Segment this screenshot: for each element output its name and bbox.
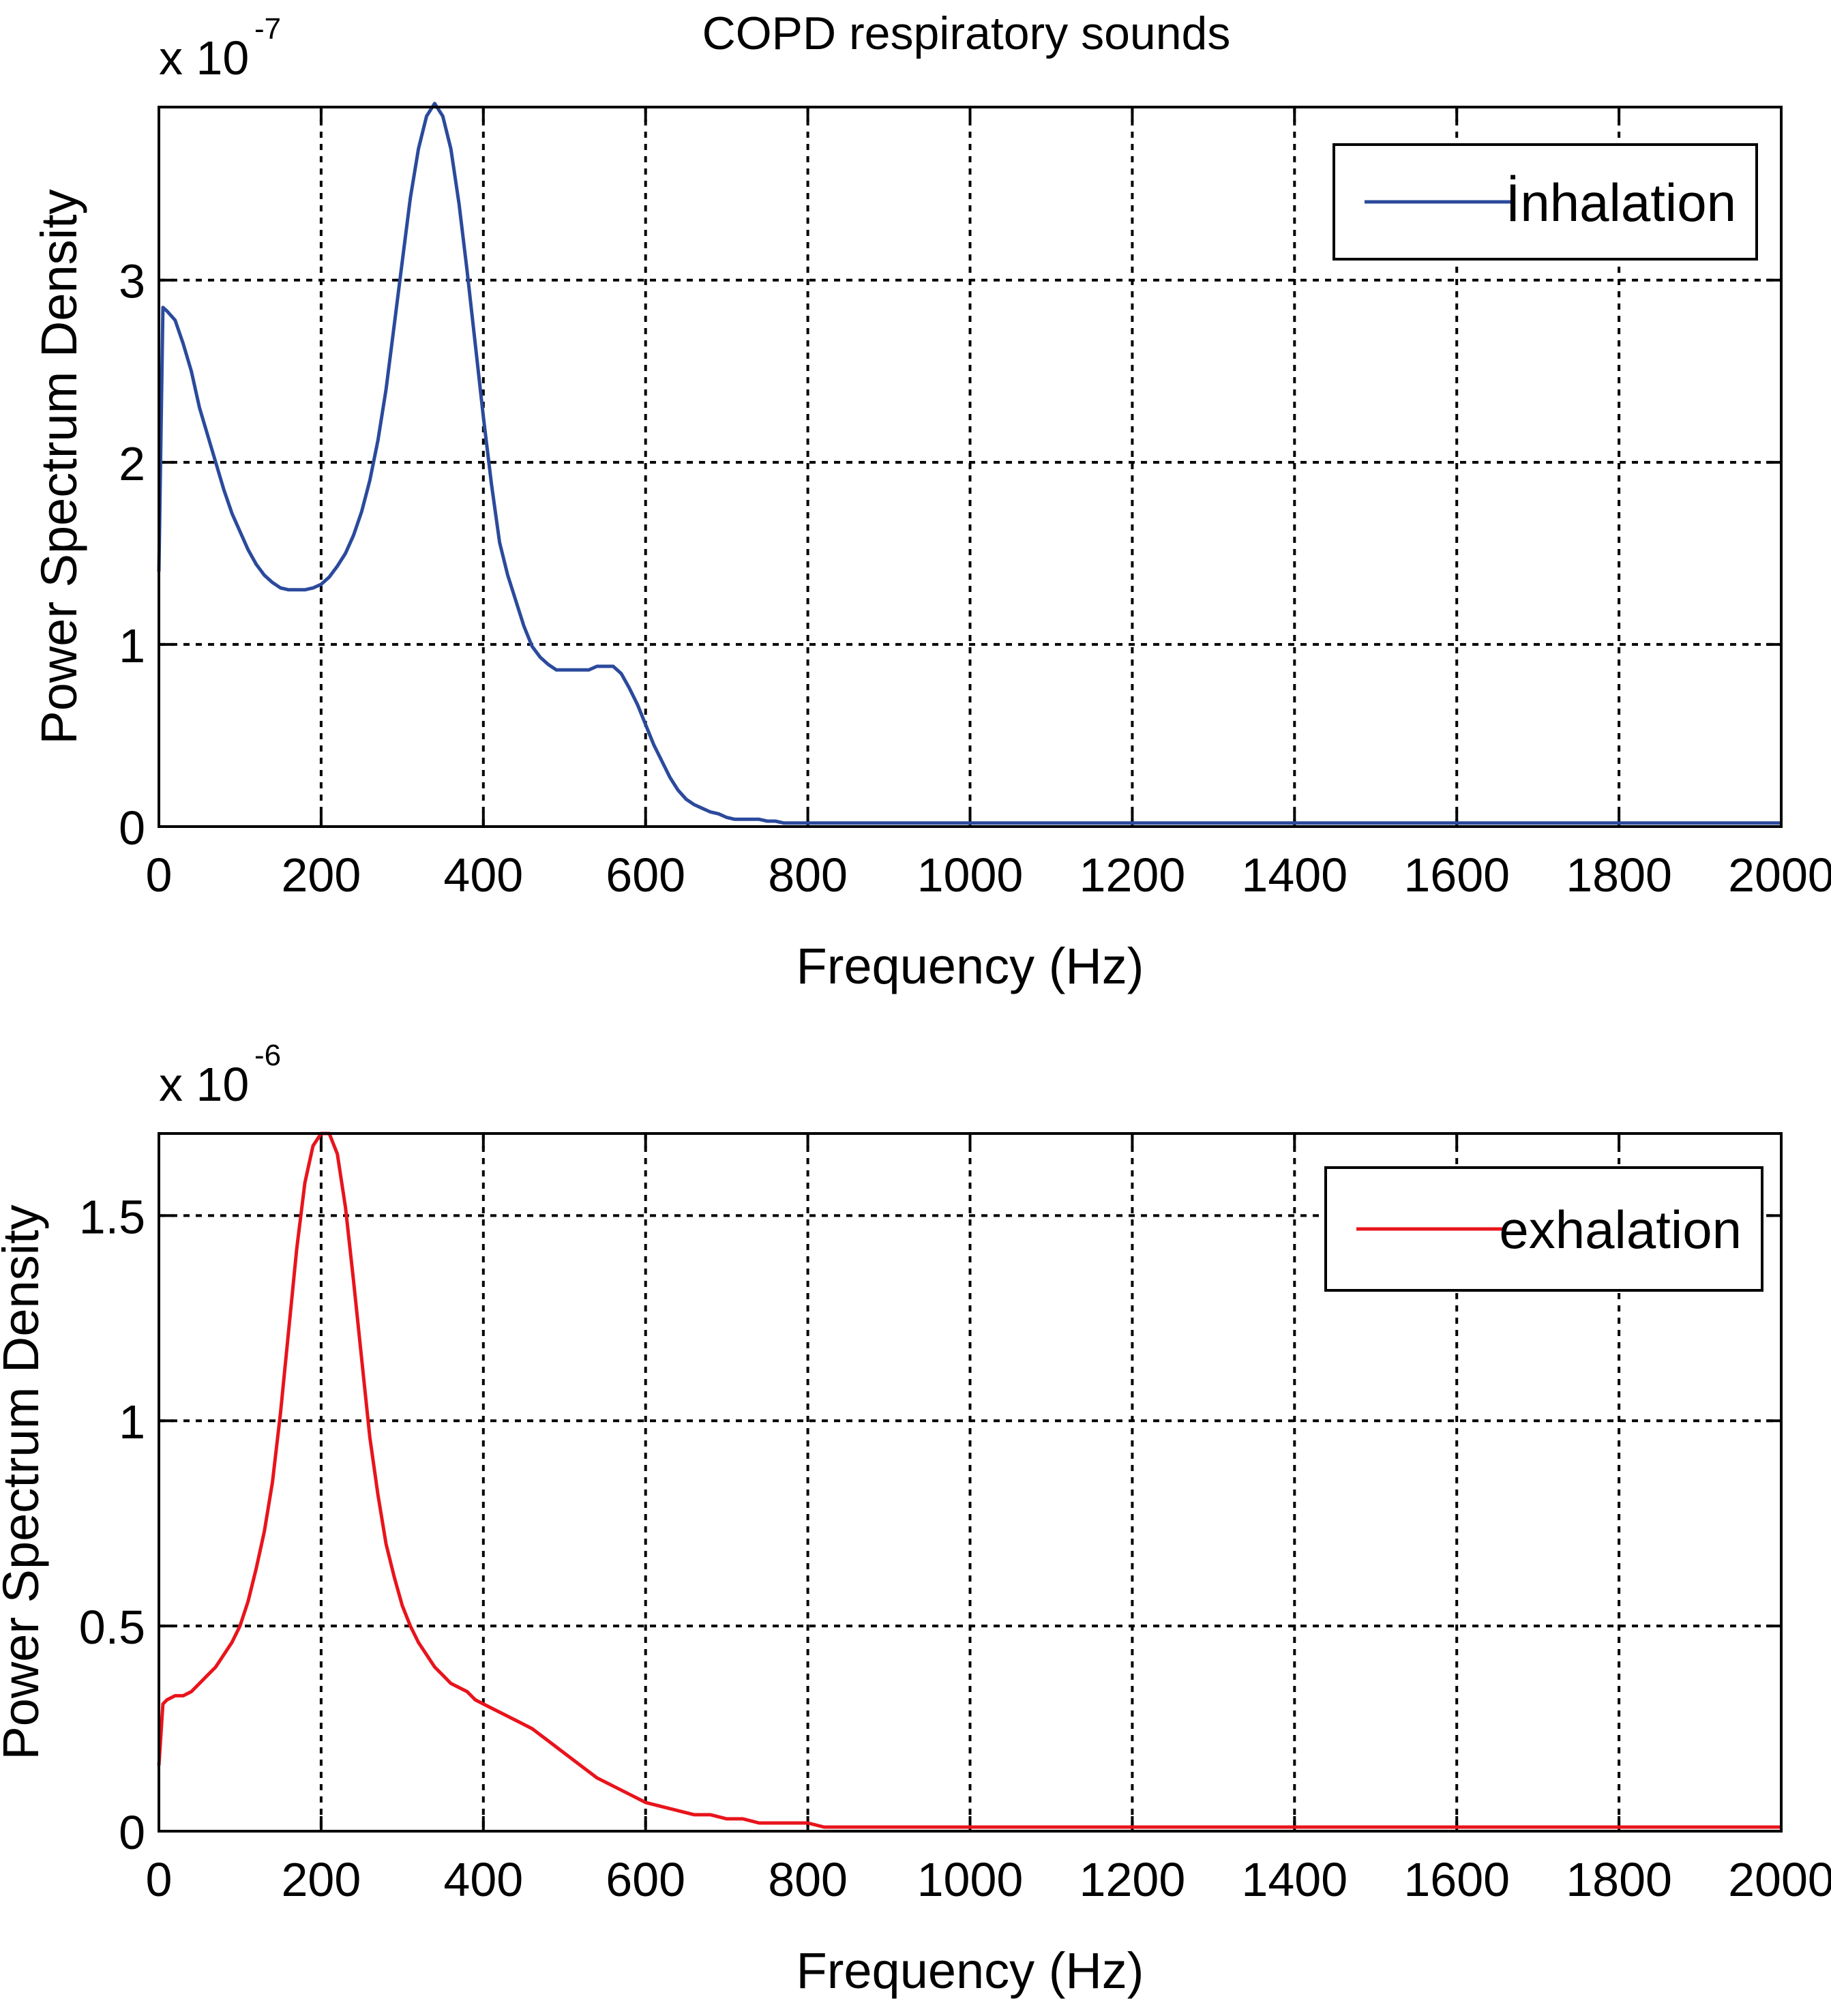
axes-box bbox=[158, 106, 1783, 828]
x-tick-label: 1000 bbox=[917, 1853, 1024, 1906]
x-tick-label: 400 bbox=[443, 848, 523, 902]
x-tick-label: 800 bbox=[768, 848, 848, 902]
x-tick-label: 200 bbox=[282, 848, 361, 902]
x-tick-label: 800 bbox=[768, 1853, 848, 1906]
x-tick-label: 1800 bbox=[1566, 1853, 1672, 1906]
x-tick-label: 600 bbox=[606, 1853, 685, 1906]
x-tick-label: 400 bbox=[443, 1853, 523, 1906]
x-tick-label: 0 bbox=[146, 848, 173, 902]
x-tick-label: 1800 bbox=[1566, 848, 1672, 902]
legend-box bbox=[1324, 1166, 1763, 1292]
y-axis-label: Power Spectrum Density bbox=[31, 189, 87, 744]
y-tick-label: 3 bbox=[119, 255, 145, 308]
y-tick-label: 1 bbox=[119, 619, 145, 672]
y-tick-label: 1 bbox=[119, 1395, 145, 1449]
x-tick-label: 600 bbox=[606, 848, 685, 902]
x-tick-label: 1000 bbox=[917, 848, 1024, 902]
y-exponent-label: x 10 bbox=[159, 1058, 249, 1111]
figure-title: COPD respiratory sounds bbox=[702, 8, 1231, 59]
y-exponent-power: -6 bbox=[254, 1039, 281, 1072]
x-tick-label: 2000 bbox=[1728, 1853, 1831, 1906]
x-tick-label: 1200 bbox=[1080, 1853, 1186, 1906]
legend-label: exhalation bbox=[1499, 1200, 1742, 1260]
x-tick-label: 2000 bbox=[1728, 848, 1831, 902]
series-line-exhalation bbox=[157, 1131, 1781, 1829]
x-tick-label: 1400 bbox=[1241, 848, 1348, 902]
x-tick-label: 200 bbox=[282, 1853, 361, 1906]
y-axis-label: Power Spectrum Density bbox=[0, 1204, 49, 1760]
x-axis-label: Frequency (Hz) bbox=[797, 938, 1144, 994]
axes-box bbox=[158, 1132, 1783, 1833]
y-tick-label: 1.5 bbox=[79, 1190, 145, 1243]
x-tick-label: 1400 bbox=[1241, 1853, 1348, 1906]
x-tick-label: 1600 bbox=[1403, 848, 1510, 902]
series-line-i̇nhalation bbox=[157, 102, 1781, 825]
inhalation-panel: 0 200 400 600 800 1000 1200 1400 1600 1800 2000 0 1 2… bbox=[31, 12, 1831, 994]
x-tick-label: 1200 bbox=[1080, 848, 1186, 902]
legend-label: İnhalation bbox=[1506, 173, 1736, 233]
x-tick-label: 1600 bbox=[1403, 1853, 1510, 1906]
y-exponent-label: x 10 bbox=[159, 31, 249, 85]
x-tick-label: 0 bbox=[146, 1853, 173, 1906]
x-axis-label: Frequency (Hz) bbox=[797, 1942, 1144, 1999]
y-tick-label: 0 bbox=[119, 801, 145, 855]
y-tick-label: 2 bbox=[119, 437, 145, 490]
y-exponent-power: -7 bbox=[254, 12, 281, 46]
exhalation-panel: 0 200 400 600 800 1000 1200 1400 1600 1800 2000 0 0.… bbox=[0, 1039, 1831, 1999]
y-tick-label: 0 bbox=[119, 1806, 145, 1859]
y-tick-label: 0.5 bbox=[79, 1601, 145, 1654]
